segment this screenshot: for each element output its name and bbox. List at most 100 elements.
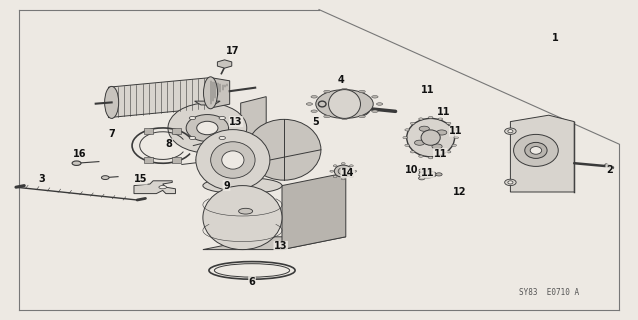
Text: 4: 4	[338, 75, 345, 85]
Ellipse shape	[514, 134, 558, 166]
Ellipse shape	[438, 155, 443, 157]
Text: 8: 8	[166, 139, 172, 149]
Ellipse shape	[330, 170, 334, 172]
Text: 5: 5	[313, 116, 319, 127]
Polygon shape	[108, 78, 211, 118]
Text: 17: 17	[226, 46, 240, 56]
Ellipse shape	[403, 137, 407, 139]
Ellipse shape	[419, 118, 423, 120]
Ellipse shape	[341, 88, 348, 91]
Ellipse shape	[323, 115, 330, 118]
Text: 13: 13	[274, 241, 288, 252]
Text: 11: 11	[449, 126, 463, 136]
Ellipse shape	[508, 130, 513, 133]
Ellipse shape	[204, 77, 218, 109]
Ellipse shape	[306, 103, 313, 105]
Ellipse shape	[311, 110, 317, 113]
Text: 15: 15	[133, 174, 147, 184]
Ellipse shape	[505, 179, 516, 186]
Ellipse shape	[415, 140, 425, 145]
Ellipse shape	[419, 171, 436, 178]
Ellipse shape	[405, 144, 410, 147]
Ellipse shape	[372, 110, 378, 113]
Text: 10: 10	[404, 164, 419, 175]
Ellipse shape	[505, 128, 516, 134]
Ellipse shape	[159, 186, 167, 189]
Text: 3: 3	[38, 174, 45, 184]
Circle shape	[72, 161, 81, 165]
Bar	[172, 157, 181, 163]
Ellipse shape	[311, 96, 317, 98]
Ellipse shape	[452, 144, 456, 147]
Ellipse shape	[350, 176, 353, 178]
Ellipse shape	[508, 181, 513, 184]
Ellipse shape	[203, 178, 282, 194]
Ellipse shape	[105, 86, 119, 118]
Text: 13: 13	[229, 116, 243, 127]
Ellipse shape	[219, 116, 225, 120]
Ellipse shape	[410, 151, 415, 153]
Circle shape	[419, 169, 425, 172]
Ellipse shape	[334, 165, 352, 177]
Ellipse shape	[421, 130, 440, 145]
Ellipse shape	[350, 99, 371, 116]
Ellipse shape	[211, 142, 255, 178]
Ellipse shape	[447, 151, 451, 153]
Text: 11: 11	[436, 107, 450, 117]
Ellipse shape	[186, 115, 228, 141]
Ellipse shape	[333, 165, 337, 167]
Ellipse shape	[419, 126, 429, 131]
Ellipse shape	[341, 178, 345, 180]
Ellipse shape	[359, 115, 365, 118]
Ellipse shape	[376, 103, 383, 105]
Ellipse shape	[168, 103, 247, 153]
Ellipse shape	[333, 176, 337, 178]
Text: 7: 7	[108, 129, 115, 140]
Ellipse shape	[189, 136, 196, 140]
Polygon shape	[211, 78, 230, 108]
Text: 12: 12	[452, 187, 466, 197]
Polygon shape	[195, 101, 220, 105]
Ellipse shape	[452, 129, 456, 131]
Ellipse shape	[341, 163, 345, 164]
Ellipse shape	[329, 90, 360, 118]
Ellipse shape	[359, 90, 365, 93]
Text: SY83  E0710 A: SY83 E0710 A	[519, 288, 579, 297]
Ellipse shape	[196, 130, 270, 190]
Ellipse shape	[316, 90, 373, 118]
Ellipse shape	[341, 117, 348, 120]
Ellipse shape	[247, 119, 321, 180]
Text: 1: 1	[552, 33, 558, 44]
Ellipse shape	[432, 144, 442, 149]
Ellipse shape	[429, 116, 433, 119]
Ellipse shape	[410, 122, 415, 124]
Ellipse shape	[324, 90, 330, 93]
Circle shape	[436, 173, 442, 176]
Ellipse shape	[222, 151, 244, 169]
Text: 11: 11	[420, 168, 434, 178]
Ellipse shape	[372, 96, 378, 98]
Text: 11: 11	[420, 84, 434, 95]
Bar	[144, 128, 153, 134]
Ellipse shape	[454, 137, 459, 139]
Ellipse shape	[436, 130, 447, 135]
Ellipse shape	[530, 147, 542, 154]
Ellipse shape	[407, 118, 454, 157]
Ellipse shape	[353, 170, 357, 172]
Ellipse shape	[350, 165, 353, 167]
Ellipse shape	[405, 129, 410, 131]
Ellipse shape	[338, 168, 348, 175]
Bar	[172, 128, 181, 134]
Polygon shape	[510, 115, 574, 192]
Ellipse shape	[197, 121, 218, 135]
Text: 6: 6	[249, 276, 255, 287]
Polygon shape	[134, 181, 175, 194]
Circle shape	[419, 177, 425, 180]
Ellipse shape	[419, 155, 423, 157]
Ellipse shape	[524, 142, 547, 158]
Circle shape	[101, 176, 109, 180]
Ellipse shape	[447, 122, 451, 124]
Text: 14: 14	[341, 168, 355, 178]
Text: 9: 9	[223, 180, 230, 191]
Bar	[144, 157, 153, 163]
